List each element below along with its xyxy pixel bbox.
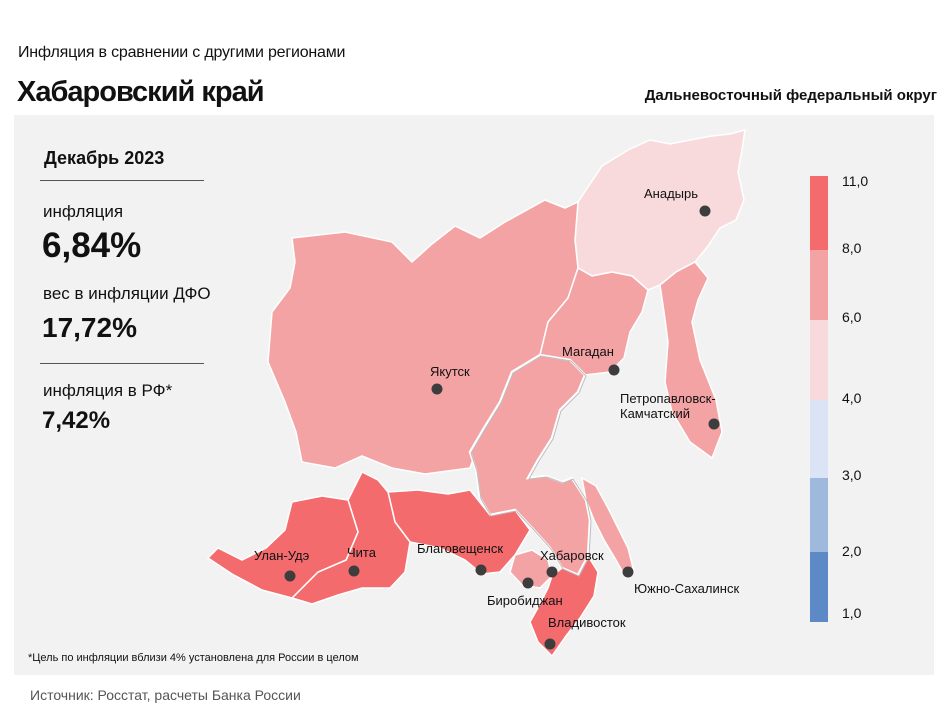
weight-label: вес в инфляции ДФО [43, 284, 211, 303]
legend-tick-4: 4,0 [842, 390, 862, 406]
city-dot-ulan-ude [284, 570, 296, 582]
chart-subtitle: Инфляция в сравнении с другими регионами [18, 44, 346, 61]
period-label: Декабрь 2023 [44, 148, 165, 168]
legend-band-8-11 [810, 176, 828, 250]
region-primorye [529, 554, 599, 658]
city-dot-magadan [608, 364, 620, 376]
city-dot-birobidzhan [522, 577, 534, 589]
city-label-petropavlovsk-1: Петропавловск- [620, 391, 716, 406]
footnote: *Цель по инфляции вблизи 4% установлена … [28, 652, 359, 664]
region-khabarovsk [468, 353, 592, 577]
city-dot-anadyr [699, 205, 711, 217]
legend-band-4-6 [810, 320, 828, 400]
region-title: Хабаровский край [17, 76, 265, 108]
rf-inflation-value: 7,42% [42, 407, 111, 434]
khabarovsk-outline [470, 355, 592, 577]
legend-tick-8: 8,0 [842, 240, 862, 256]
city-label-yakutsk: Якутск [430, 364, 470, 379]
inflation-label: инфляция [43, 202, 124, 221]
weight-value: 17,72% [42, 312, 137, 343]
legend-band-6-8 [810, 250, 828, 320]
region-jewish-ao [509, 549, 553, 589]
city-dot-khabarovsk [546, 566, 558, 578]
legend-tick-3: 3,0 [842, 467, 862, 483]
region-chukotka [574, 128, 746, 291]
legend-tick-2: 2,0 [842, 543, 862, 559]
city-dot-petropavlovsk [708, 418, 720, 430]
city-label-ulan-ude: Улан-Удэ [254, 548, 310, 563]
divider-top [40, 180, 204, 181]
divider-bottom [40, 363, 204, 364]
legend-tick-11: 11,0 [842, 173, 869, 189]
city-label-birobidzhan: Биробиджан [487, 593, 563, 608]
city-dot-yuzhno [622, 566, 634, 578]
legend-band-2-3 [810, 478, 828, 552]
district-name: Дальневосточный федеральный округ [644, 87, 937, 104]
city-dot-blagoveshchensk [475, 564, 487, 576]
region-buryatia [206, 495, 359, 599]
city-label-vladivostok: Владивосток [548, 615, 626, 630]
legend-tick-1: 1,0 [842, 605, 862, 621]
legend-band-1-2 [810, 552, 828, 622]
legend-tick-6: 6,0 [842, 309, 862, 325]
rf-inflation-label: инфляция в РФ* [43, 381, 173, 400]
city-label-blagoveshchensk: Благовещенск [417, 541, 503, 556]
city-label-petropavlovsk-2: Камчатский [620, 406, 690, 421]
city-dot-chita [348, 565, 360, 577]
city-label-yuzhno: Южно-Сахалинск [634, 581, 739, 596]
region-kamchatka [659, 261, 723, 460]
city-label-magadan: Магадан [562, 344, 614, 359]
city-label-anadyr: Анадырь [644, 186, 698, 201]
source-note: Источник: Росстат, расчеты Банка России [30, 687, 301, 703]
city-dot-vladivostok [544, 638, 556, 650]
city-label-chita: Чита [347, 545, 377, 560]
inflation-value: 6,84% [42, 226, 142, 265]
region-magadan [539, 266, 649, 376]
city-dot-yakutsk [431, 383, 443, 395]
city-label-khabarovsk: Хабаровск [540, 548, 604, 563]
legend-band-3-4 [810, 400, 828, 478]
